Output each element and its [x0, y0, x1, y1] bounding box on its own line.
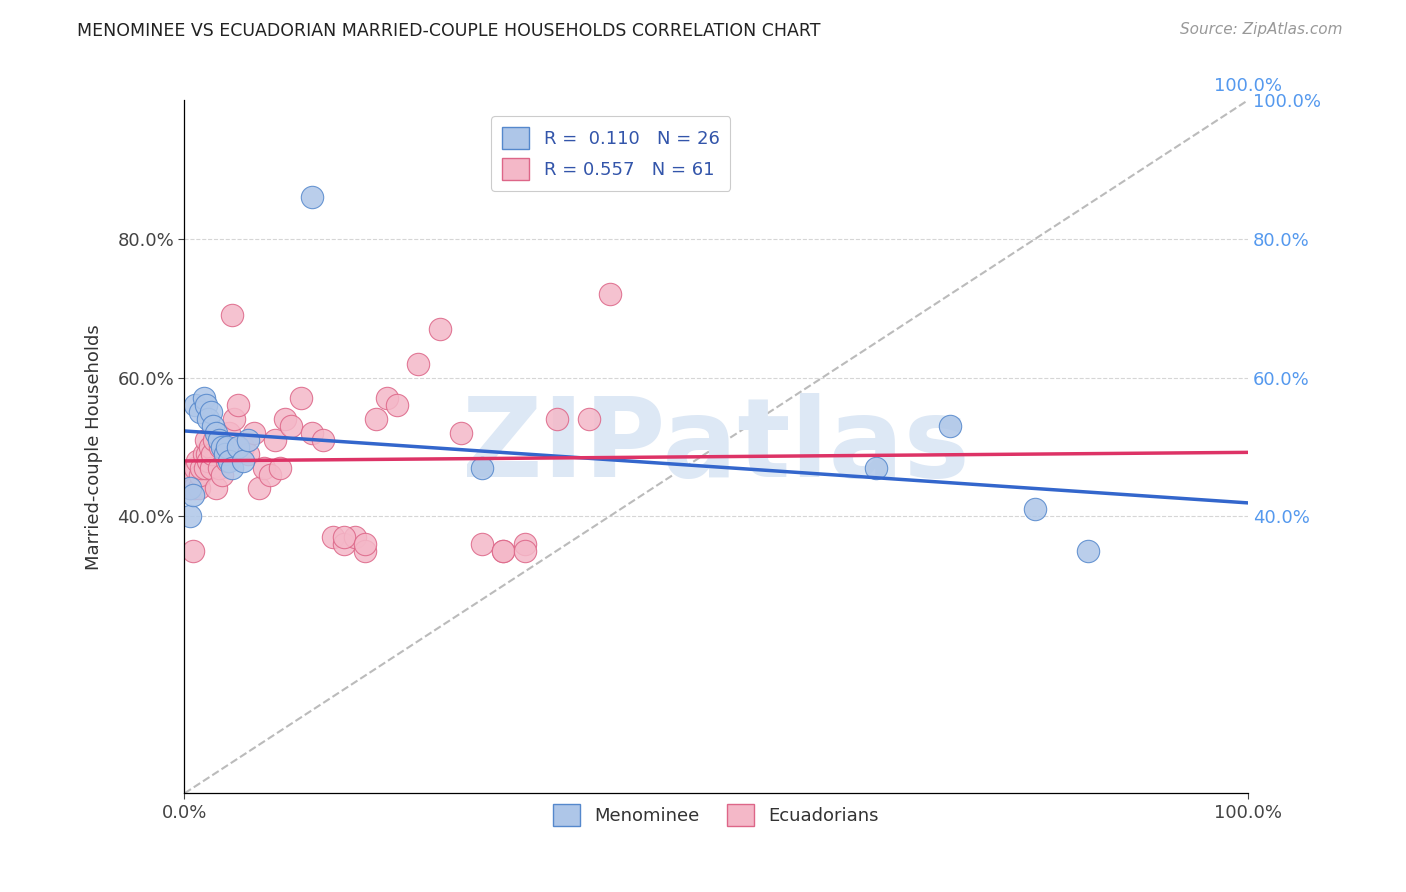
Point	[385, 398, 408, 412]
Point	[221, 460, 243, 475]
Point	[429, 322, 451, 336]
Point	[200, 460, 222, 475]
Point	[301, 190, 323, 204]
Point	[471, 460, 494, 475]
Text: ZIPatlas: ZIPatlas	[463, 393, 970, 500]
Point	[181, 488, 204, 502]
Point	[1024, 502, 1046, 516]
Text: Source: ZipAtlas.com: Source: ZipAtlas.com	[1180, 22, 1343, 37]
Point	[211, 467, 233, 482]
Point	[205, 482, 228, 496]
Point	[1077, 543, 1099, 558]
Point	[247, 482, 270, 496]
Y-axis label: Married-couple Households: Married-couple Households	[86, 324, 103, 570]
Point	[193, 392, 215, 406]
Point	[492, 543, 515, 558]
Legend: Menominee, Ecuadorians: Menominee, Ecuadorians	[546, 797, 886, 833]
Point	[242, 425, 264, 440]
Point	[181, 543, 204, 558]
Point	[179, 482, 201, 496]
Point	[194, 460, 217, 475]
Point	[221, 308, 243, 322]
Point	[408, 357, 430, 371]
Point	[280, 419, 302, 434]
Point	[183, 482, 205, 496]
Point	[333, 530, 356, 544]
Point	[205, 425, 228, 440]
Point	[186, 453, 208, 467]
Point	[599, 287, 621, 301]
Point	[188, 482, 211, 496]
Point	[259, 467, 281, 482]
Point	[207, 460, 229, 475]
Point	[513, 543, 536, 558]
Point	[218, 425, 240, 440]
Point	[546, 412, 568, 426]
Point	[194, 433, 217, 447]
Point	[364, 412, 387, 426]
Point	[333, 537, 356, 551]
Point	[322, 530, 344, 544]
Point	[202, 419, 225, 434]
Point	[212, 440, 235, 454]
Point	[211, 440, 233, 454]
Point	[201, 447, 224, 461]
Point	[939, 419, 962, 434]
Point	[865, 460, 887, 475]
Point	[184, 398, 207, 412]
Point	[263, 433, 285, 447]
Point	[202, 433, 225, 447]
Text: MENOMINEE VS ECUADORIAN MARRIED-COUPLE HOUSEHOLDS CORRELATION CHART: MENOMINEE VS ECUADORIAN MARRIED-COUPLE H…	[77, 22, 821, 40]
Point	[312, 433, 335, 447]
Point	[197, 412, 219, 426]
Point	[354, 543, 377, 558]
Point	[226, 398, 249, 412]
Point	[208, 440, 231, 454]
Point	[194, 398, 217, 412]
Point	[238, 433, 260, 447]
Point	[578, 412, 600, 426]
Point	[375, 392, 398, 406]
Point	[215, 453, 238, 467]
Point	[195, 447, 218, 461]
Point	[215, 440, 238, 454]
Point	[190, 405, 212, 419]
Point	[274, 412, 297, 426]
Point	[207, 433, 229, 447]
Point	[226, 440, 249, 454]
Point	[190, 460, 212, 475]
Point	[269, 460, 291, 475]
Point	[179, 482, 201, 496]
Point	[301, 425, 323, 440]
Point	[343, 530, 366, 544]
Point	[253, 460, 276, 475]
Point	[232, 440, 254, 454]
Point	[193, 447, 215, 461]
Point	[214, 447, 236, 461]
Point	[513, 537, 536, 551]
Point	[179, 509, 201, 524]
Point	[200, 405, 222, 419]
Point	[450, 425, 472, 440]
Point	[190, 467, 212, 482]
Point	[224, 412, 246, 426]
Point	[197, 453, 219, 467]
Point	[184, 460, 207, 475]
Point	[492, 543, 515, 558]
Point	[198, 440, 221, 454]
Point	[232, 453, 254, 467]
Point	[238, 447, 260, 461]
Point	[471, 537, 494, 551]
Point	[290, 392, 312, 406]
Point	[218, 453, 240, 467]
Point	[181, 467, 204, 482]
Point	[354, 537, 377, 551]
